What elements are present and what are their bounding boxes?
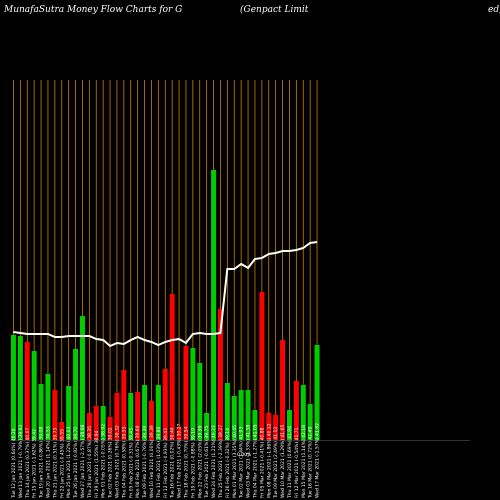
- flow-bar: [252, 410, 258, 440]
- flow-bar: [190, 348, 196, 440]
- flow-bar: [135, 392, 141, 440]
- flow-bar: [204, 413, 210, 440]
- x-tick-label: Thu 11 Mar 2021 (0.69%) 41.94: [287, 426, 293, 499]
- x-tick-label: Thu 11 Feb 2021 (1.03%) 39.80: [156, 426, 162, 499]
- flow-bar: [52, 390, 58, 440]
- flow-bar: [238, 390, 244, 440]
- x-tick-label: Fri 29 Jan 2021 (1.55%) 38.94: [94, 431, 100, 498]
- flow-bar: [231, 396, 237, 440]
- flow-bar: [300, 385, 306, 440]
- flow-bar: [59, 422, 65, 440]
- flow-bar: [245, 390, 251, 440]
- flow-bar: [169, 294, 175, 440]
- baseline: [10, 440, 470, 441]
- x-tick-label: Tue 09 Feb 2021 (-0.76%) 39.39: [142, 426, 148, 499]
- flow-bar: [17, 336, 23, 440]
- flow-bar: [31, 351, 37, 440]
- x-tick-label: Fri 26 Feb 2021 (-0.32%) 39.14: [225, 428, 231, 498]
- flow-bar: [266, 413, 272, 440]
- flow-bar: [79, 316, 85, 440]
- flow-bar: [293, 381, 299, 440]
- x-tick-label: Wed 03 Feb 2021 (0.76%) 39.32: [114, 425, 120, 498]
- x-tick-label: Wed 17 Feb 2021 (-0.43%) 39.27: [177, 423, 183, 498]
- x-tick-label: Fri 12 Mar 2021 (-0.54%) 41.71: [294, 427, 300, 498]
- x-tick-label: Tue 02 Mar 2021 (1.44%) 41.03: [239, 427, 245, 499]
- chart-title-left: MunafaSutra Money Flow Charts for G: [3, 5, 182, 15]
- x-tick-label: Thu 28 Jan 2021 (-0.87%) 38.35: [87, 426, 93, 499]
- x-tick-label: Mon 01 Mar 2021 (3.35%) 40.45: [232, 425, 238, 498]
- chart-title-mid: (Genpact Limit: [240, 4, 309, 15]
- x-tick-label: Tue 02 Feb 2021 (0.26%) 39.02: [108, 427, 114, 499]
- chart-title-right: ed): [488, 4, 500, 15]
- x-tick-label: Mon 08 Mar 2021 (-1.86%) 40.12: [266, 423, 272, 498]
- x-tick-label: Fri 05 Feb 2021 (-0.31%) 39.43: [128, 428, 134, 498]
- x-tick-label: Tue 16 Mar 2021 (0.72%) 42.49: [308, 427, 314, 499]
- x-tick-label: Mon 25 Jan 2021 (1.22%) 40.03: [66, 426, 72, 498]
- flow-bar: [107, 417, 113, 440]
- flow-bar: [259, 292, 265, 440]
- x-tick-label: Tue 23 Feb 2021 (-0.61%) 39.75: [204, 426, 210, 499]
- flow-bar: [10, 335, 16, 440]
- flow-bar: [100, 406, 106, 440]
- x-tick-label: Wed 03 Mar 2021 (1.33%) 41.58: [246, 425, 252, 498]
- mid-label: 0.00%: [237, 452, 252, 458]
- x-tick-label: Mon 22 Feb 2021 (2.05%) 39.99: [197, 425, 203, 498]
- flow-bar: [148, 401, 154, 440]
- x-tick-label: Tue 16 Feb 2021 (0.02%) 39.44: [170, 427, 176, 499]
- flow-bar: [217, 309, 223, 440]
- flow-bar: [38, 384, 44, 440]
- x-tick-label: Fri 15 Jan 2021 (-1.62%) 39.42: [32, 429, 38, 498]
- x-tick-label: Thu 04 Feb 2021 (0.58%) 39.55: [121, 426, 127, 499]
- x-tick-label: Wed 24 Feb 2021 (1.21%) 40.23: [211, 425, 217, 498]
- x-tick-label: Mon 01 Feb 2021 (-0.05%) 38.92: [101, 424, 107, 498]
- flow-bar: [224, 383, 230, 440]
- x-tick-label: Wed 10 Feb 2021 (0.00%) 39.39: [149, 425, 155, 498]
- flow-bar: [211, 170, 217, 440]
- x-tick-label: Fri 05 Mar 2021 (-0.41%) 40.88: [259, 427, 265, 498]
- flow-bar: [162, 369, 168, 440]
- flow-bar: [197, 363, 203, 440]
- x-tick-label: Thu 25 Feb 2021 (-2.39%) 39.27: [218, 425, 224, 499]
- flow-bar: [114, 393, 120, 440]
- flow-bar: [307, 404, 313, 440]
- flow-bar: [86, 413, 92, 440]
- flow-bar: [121, 370, 127, 440]
- money-flow-line: [13, 241, 318, 348]
- flow-bar: [155, 385, 161, 440]
- x-tick-label: Tue 26 Jan 2021 (-0.82%) 39.70: [73, 427, 79, 499]
- flow-bar: [176, 427, 182, 440]
- flow-bar: [128, 393, 134, 440]
- flow-bar: [280, 340, 286, 440]
- flow-bar: [314, 345, 320, 440]
- flow-bar: [45, 374, 51, 440]
- x-tick-label: Thu 18 Feb 2021 (0.70%) 39.54: [183, 426, 189, 499]
- x-tick-label: Thu 14 Jan 2021 (0.37%) 40.07: [25, 427, 31, 499]
- x-tick-label: Tue 09 Mar 2021 (2.49%) 41.12: [273, 427, 279, 499]
- x-tick-label: Wed 13 Jan 2021 (-0.79%) 39.92: [18, 424, 24, 498]
- x-tick-label: Fri 19 Feb 2021 (-0.88%) 39.19: [190, 428, 196, 498]
- x-tick-label: Wed 17 Mar 2021 (-1.57%) 41.82: [315, 423, 321, 498]
- flow-bar: [183, 346, 189, 440]
- x-tick-label: Wed 10 Mar 2021 (1.29%) 41.65: [280, 425, 286, 498]
- x-tick-label: Wed 27 Jan 2021 (-2.57%) 38.68: [80, 424, 86, 498]
- x-tick-label: Thu 04 Mar 2021 (-1.27%) 41.05: [252, 424, 258, 499]
- flow-bar: [73, 349, 79, 440]
- flow-bar: [24, 342, 30, 440]
- x-tick-label: Fri 22 Jan 2021 (-0.45%) 39.55: [59, 429, 65, 498]
- flow-bar: [93, 406, 99, 440]
- flow-bar: [273, 415, 279, 440]
- x-tick-label: Tue 12 Jan 2021 (0.64%) 40.24: [11, 428, 17, 499]
- x-tick-label: Tue 19 Jan 2021 (-0.86%) 39.08: [39, 427, 45, 499]
- x-tick-label: Mon 15 Mar 2021 (1.14%) 42.18: [301, 425, 307, 498]
- flow-bar: [66, 386, 72, 440]
- flow-bar: [286, 410, 292, 440]
- x-tick-label: Wed 20 Jan 2021 (1.14%) 39.53: [45, 426, 51, 498]
- x-tick-label: Thu 21 Jan 2021 (0.51%) 39.73: [52, 427, 58, 499]
- money-flow-bars: [10, 170, 320, 440]
- x-tick-label: Mon 08 Feb 2021 (0.67%) 39.69: [135, 425, 141, 498]
- flow-bar: [142, 385, 148, 440]
- x-tick-label: Fri 12 Feb 2021 (-0.93%) 39.43: [163, 428, 169, 498]
